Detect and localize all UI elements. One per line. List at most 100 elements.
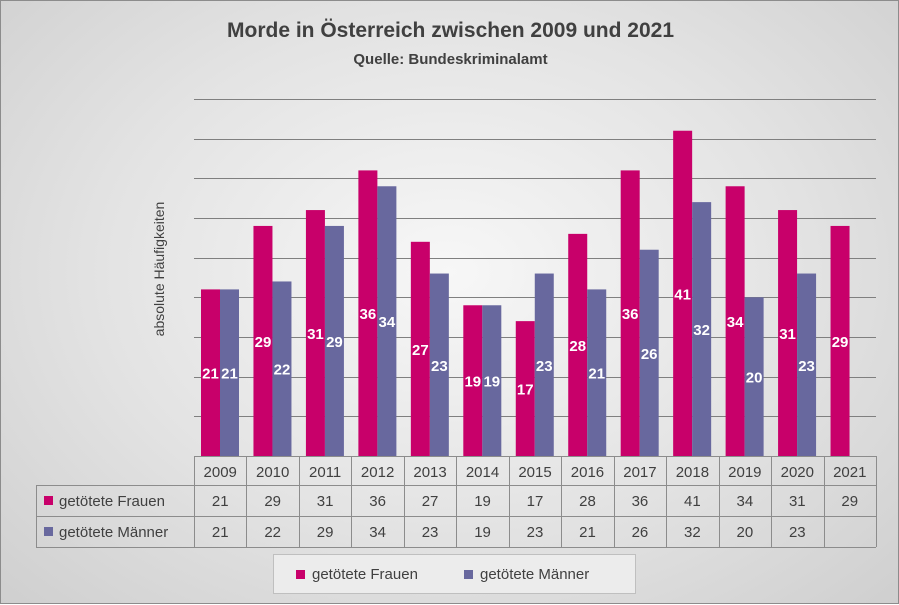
chart-title: Morde in Österreich zwischen 2009 und 20… <box>227 19 674 42</box>
table-cell-value: 31 <box>789 493 806 510</box>
table-cell-value: 17 <box>527 493 544 510</box>
x-tick-label: 2020 <box>781 464 814 481</box>
table-cell-value: 29 <box>264 493 281 510</box>
bar-frauen <box>358 170 378 456</box>
data-label: 20 <box>746 370 763 387</box>
x-tick-label: 2014 <box>466 464 499 481</box>
bar-frauen <box>620 170 640 456</box>
x-tick-label: 2019 <box>728 464 761 481</box>
bar-frauen <box>830 225 850 456</box>
table-cell-value: 32 <box>684 524 701 541</box>
table-cell-value: 23 <box>789 524 806 541</box>
table-legend-key-maenner <box>44 527 53 536</box>
bar-frauen <box>253 225 273 456</box>
table-legend-key-frauen <box>44 496 53 505</box>
bar-frauen <box>568 233 588 456</box>
bar-frauen <box>305 210 325 456</box>
data-label: 22 <box>274 362 291 379</box>
bar-maenner <box>797 273 817 456</box>
data-label: 21 <box>202 366 219 383</box>
bar-frauen <box>515 321 535 456</box>
bar-frauen <box>410 241 430 456</box>
bar-maenner <box>639 249 659 456</box>
data-label: 41 <box>674 286 691 303</box>
table-cell-value: 29 <box>841 493 858 510</box>
table-cell-value: 20 <box>737 524 754 541</box>
x-tick-label: 2010 <box>256 464 289 481</box>
table-cell-value: 21 <box>579 524 596 541</box>
data-label: 23 <box>536 358 553 375</box>
data-label: 26 <box>641 346 658 363</box>
data-label: 23 <box>798 358 815 375</box>
legend-label-frauen: getötete Frauen <box>312 566 418 583</box>
table-cell-value: 29 <box>317 524 334 541</box>
data-label: 23 <box>431 358 448 375</box>
data-label: 36 <box>622 306 639 323</box>
table-row-label: getötete Männer <box>59 524 168 541</box>
legend-item-maenner: getötete Männer <box>464 566 589 583</box>
bar-frauen <box>725 186 745 456</box>
data-label: 29 <box>326 334 343 351</box>
data-label: 29 <box>832 334 849 351</box>
legend-swatch-maenner <box>464 570 473 579</box>
legend-item-frauen: getötete Frauen <box>296 566 418 583</box>
legend-swatch-frauen <box>296 570 305 579</box>
data-label: 19 <box>483 374 500 391</box>
data-label: 32 <box>693 322 710 339</box>
table-cell-value: 34 <box>737 493 754 510</box>
table-cell-value: 19 <box>474 493 491 510</box>
table-cell-value: 22 <box>264 524 281 541</box>
data-label: 19 <box>464 374 481 391</box>
table-cell-value: 34 <box>369 524 386 541</box>
x-tick-label: 2018 <box>676 464 709 481</box>
bar-maenner <box>534 273 554 456</box>
x-tick-label: 2011 <box>309 464 341 481</box>
table-cell-value: 27 <box>422 493 439 510</box>
bar-maenner <box>429 273 449 456</box>
data-label: 34 <box>379 314 396 331</box>
table-cell-value: 31 <box>317 493 334 510</box>
table-cell-value: 36 <box>369 493 386 510</box>
data-label: 27 <box>412 342 429 359</box>
x-tick-label: 2013 <box>413 464 446 481</box>
bar-frauen <box>201 289 220 456</box>
data-label: 34 <box>727 314 744 331</box>
data-label: 28 <box>569 338 586 355</box>
data-label: 29 <box>255 334 272 351</box>
x-tick-label: 2017 <box>623 464 656 481</box>
table-cell-value: 21 <box>212 524 229 541</box>
data-label: 31 <box>779 326 796 343</box>
data-label: 36 <box>360 306 377 323</box>
data-label: 17 <box>517 382 534 399</box>
x-tick-label: 2016 <box>571 464 604 481</box>
bar-maenner <box>587 289 607 456</box>
data-label: 21 <box>588 366 605 383</box>
bar-maenner <box>692 202 712 456</box>
x-tick-label: 2012 <box>361 464 394 481</box>
table-cell-value: 23 <box>422 524 439 541</box>
table-cell-value: 19 <box>474 524 491 541</box>
bar-maenner <box>324 225 344 456</box>
x-tick-label: 2015 <box>518 464 551 481</box>
x-tick-label: 2021 <box>833 464 866 481</box>
table-cell-value: 23 <box>527 524 544 541</box>
bar-frauen <box>778 210 798 456</box>
data-label: 31 <box>307 326 324 343</box>
table-cell-value: 26 <box>632 524 649 541</box>
legend-label-maenner: getötete Männer <box>480 566 590 583</box>
bar-frauen <box>673 130 693 456</box>
table-cell-value: 28 <box>579 493 596 510</box>
bar-maenner <box>482 305 502 456</box>
legend: getötete Frauen getötete Männer <box>273 554 636 594</box>
bar-frauen <box>463 305 483 456</box>
bar-maenner <box>744 297 764 456</box>
table-cell-value: 36 <box>632 493 649 510</box>
bar-maenner <box>220 289 239 456</box>
table-cell-value: 21 <box>212 493 229 510</box>
table-row-label: getötete Frauen <box>59 493 165 510</box>
chart-subtitle: Quelle: Bundeskriminalamt <box>353 51 548 68</box>
table-cell-value: 41 <box>684 493 701 510</box>
x-tick-label: 2009 <box>204 464 237 481</box>
